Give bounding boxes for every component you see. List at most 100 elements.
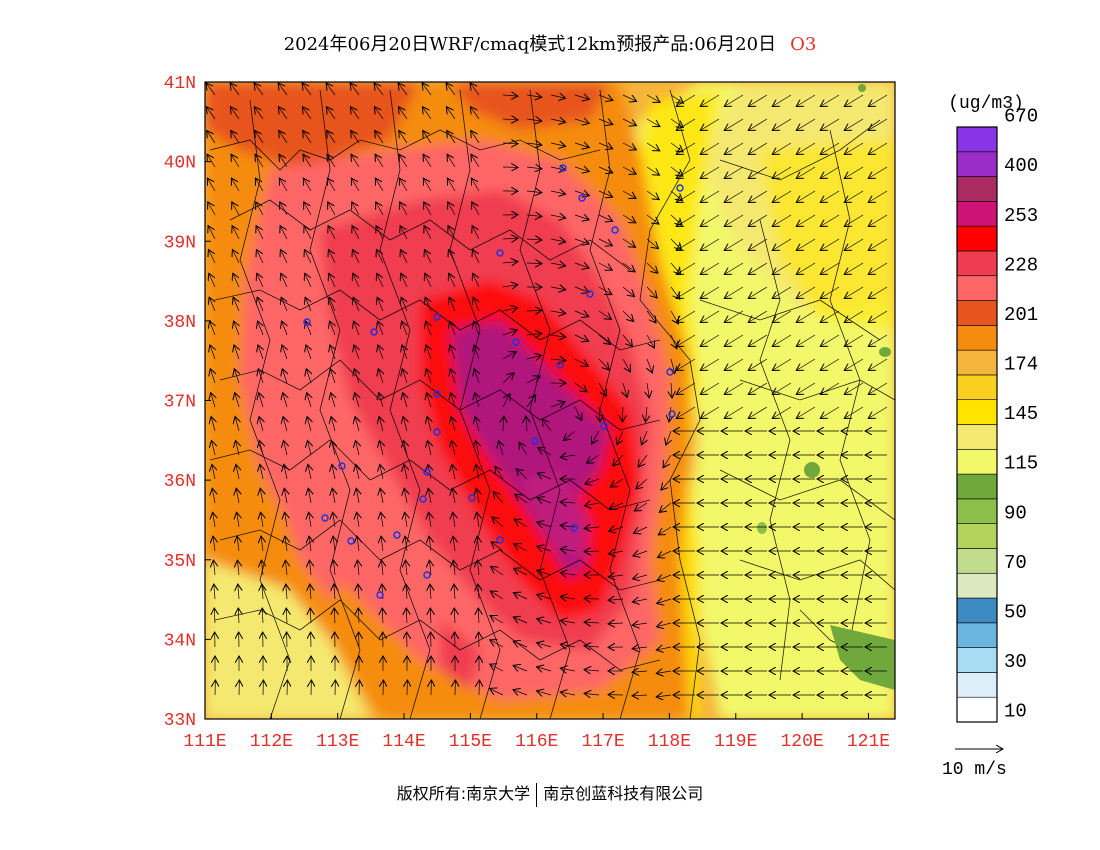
wind-arrow bbox=[772, 406, 792, 418]
wind-arrow bbox=[613, 454, 624, 466]
wind-arrow bbox=[237, 560, 239, 576]
wind-arrow bbox=[526, 167, 542, 169]
colorbar-label: 70 bbox=[1004, 552, 1027, 574]
wind-arrow bbox=[381, 560, 383, 576]
wind-arrow bbox=[844, 166, 864, 178]
wind-arrow bbox=[450, 345, 455, 360]
wind-arrow bbox=[584, 503, 600, 506]
wind-arrow bbox=[656, 671, 672, 673]
wind-arrow bbox=[537, 570, 552, 575]
lat-label: 34N bbox=[164, 631, 196, 651]
wind-arrow bbox=[724, 262, 744, 274]
wind-arrow bbox=[256, 226, 264, 240]
wind-arrow bbox=[658, 526, 672, 535]
wind-arrow bbox=[427, 417, 431, 432]
wind-arrow bbox=[661, 478, 672, 490]
wind-arrow bbox=[477, 536, 479, 552]
wind-arrow bbox=[234, 321, 239, 336]
wind-arrow bbox=[598, 310, 611, 319]
wind-arrow bbox=[475, 440, 479, 456]
wind-arrow bbox=[646, 334, 655, 348]
wind-arrow bbox=[399, 154, 408, 168]
wind-arrow bbox=[286, 608, 287, 624]
colorbar-labels: 10 30 50 70 90 115 145 174 201 228 253 400 670 bbox=[1004, 106, 1038, 723]
wind-arrow bbox=[424, 226, 432, 240]
colorbar-label: 253 bbox=[1004, 205, 1038, 227]
colorbar-swatch bbox=[956, 473, 998, 500]
colorbar-label: 10 bbox=[1004, 701, 1027, 723]
wind-arrow bbox=[526, 310, 542, 311]
wind-arrow bbox=[622, 310, 634, 321]
wind-arrow bbox=[587, 454, 600, 463]
wind-arrow bbox=[550, 311, 566, 314]
wind-arrow bbox=[598, 286, 612, 295]
wind-arrow bbox=[211, 417, 215, 432]
wind-arrow bbox=[526, 376, 540, 384]
colorbar-swatch bbox=[956, 325, 998, 351]
wind-arrow bbox=[502, 119, 518, 120]
wind-arrow bbox=[526, 333, 542, 335]
wind-arrow bbox=[302, 83, 312, 96]
wind-arrow bbox=[232, 202, 240, 216]
wind-arrow bbox=[526, 215, 542, 216]
wind-arrow bbox=[257, 297, 263, 312]
wind-arrow bbox=[513, 617, 528, 623]
wind-arrow bbox=[427, 440, 431, 456]
wind-arrow bbox=[430, 584, 431, 600]
wind-arrow bbox=[357, 512, 359, 528]
station-marker bbox=[611, 226, 619, 234]
wind-arrow bbox=[352, 202, 360, 216]
wind-arrow bbox=[796, 214, 816, 226]
colorbar-swatch bbox=[956, 151, 998, 177]
colorbar-label: 670 bbox=[1004, 106, 1038, 128]
station-marker bbox=[570, 524, 578, 532]
wind-arrow bbox=[633, 551, 648, 556]
station-marker bbox=[433, 313, 441, 321]
wind-arrow bbox=[231, 178, 240, 192]
wind-arrow bbox=[538, 448, 552, 456]
wind-arrow bbox=[327, 154, 336, 168]
wind-arrow bbox=[646, 142, 660, 151]
wind-arrow bbox=[700, 310, 720, 322]
wind-arrow bbox=[748, 382, 768, 394]
wind-arrow bbox=[526, 95, 542, 97]
wind-arrow bbox=[550, 95, 566, 98]
wind-arrow bbox=[748, 94, 768, 106]
wind-arrow bbox=[700, 94, 720, 106]
wind-arrow bbox=[330, 345, 335, 360]
wind-arrow bbox=[748, 142, 768, 154]
wind-arrow bbox=[303, 154, 312, 168]
wind-arrow bbox=[598, 262, 612, 270]
wind-arrow bbox=[676, 214, 696, 226]
colorbar-label: 174 bbox=[1004, 354, 1038, 376]
wind-arrow bbox=[844, 214, 864, 226]
wind-arrow bbox=[207, 178, 216, 192]
wind-arrow bbox=[353, 297, 359, 312]
lat-label: 41N bbox=[164, 74, 196, 94]
wind-arrow bbox=[550, 287, 566, 290]
wind-arrow bbox=[622, 406, 623, 422]
wind-arrow bbox=[574, 191, 589, 196]
wind-arrow bbox=[608, 599, 624, 600]
wind-arrow bbox=[591, 430, 600, 444]
wind-arrow bbox=[657, 599, 672, 604]
wind-arrow bbox=[212, 488, 215, 504]
wind-arrow bbox=[381, 512, 383, 528]
wind-arrow bbox=[355, 440, 359, 456]
wind-arrow bbox=[477, 560, 479, 576]
wind-arrow bbox=[537, 473, 552, 479]
wind-arrow bbox=[598, 334, 611, 344]
wind-arrow bbox=[574, 263, 589, 268]
wind-arrow bbox=[425, 297, 431, 312]
wind-arrow bbox=[868, 94, 888, 106]
wind-arrow bbox=[490, 688, 504, 696]
wind-arrow bbox=[656, 623, 672, 627]
wind-arrow bbox=[724, 334, 744, 346]
wind-arrow bbox=[519, 442, 528, 456]
station-marker bbox=[586, 290, 594, 298]
wind-arrow bbox=[609, 503, 624, 509]
wind-arrow bbox=[286, 584, 287, 600]
wind-arrow bbox=[610, 478, 624, 487]
wind-arrow bbox=[234, 345, 239, 360]
wind-arrow bbox=[237, 512, 239, 528]
